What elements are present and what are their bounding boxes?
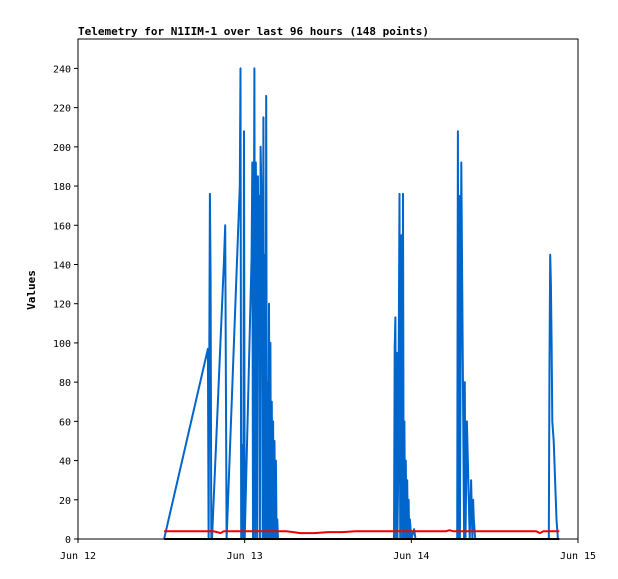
y-tick-label: 140 <box>53 260 71 271</box>
x-tick-label: Jun 15 <box>560 551 596 562</box>
y-tick-label: 40 <box>59 457 71 468</box>
series-line-0 <box>163 67 560 540</box>
y-tick-label: 200 <box>53 143 71 154</box>
y-tick-label: 120 <box>53 300 71 311</box>
x-tick-label: Jun 12 <box>60 551 96 562</box>
y-tick-label: 80 <box>59 378 71 389</box>
x-tick-label: Jun 13 <box>227 551 263 562</box>
y-tick-label: 160 <box>53 221 71 232</box>
y-axis-label: Values <box>25 270 38 310</box>
y-tick-label: 240 <box>53 64 71 75</box>
y-axis: 0 20 40 60 80 100 120 140 160 180 200 220 240 <box>53 64 78 546</box>
series-line-1 <box>164 529 560 535</box>
y-tick-label: 60 <box>59 417 71 428</box>
plot-area-frame <box>77 38 579 540</box>
y-tick-label: 20 <box>59 496 71 507</box>
x-tick-label: Jun 14 <box>393 551 429 562</box>
y-tick-label: 220 <box>53 104 71 115</box>
series-group <box>163 67 560 540</box>
y-tick-label: 0 <box>65 535 71 546</box>
y-tick-label: 100 <box>53 339 71 350</box>
chart-title: Telemetry for N1IIM-1 over last 96 hours… <box>78 25 429 38</box>
y-tick-label: 180 <box>53 182 71 193</box>
x-axis: Jun 12 Jun 13 Jun 14 Jun 15 <box>60 539 596 562</box>
